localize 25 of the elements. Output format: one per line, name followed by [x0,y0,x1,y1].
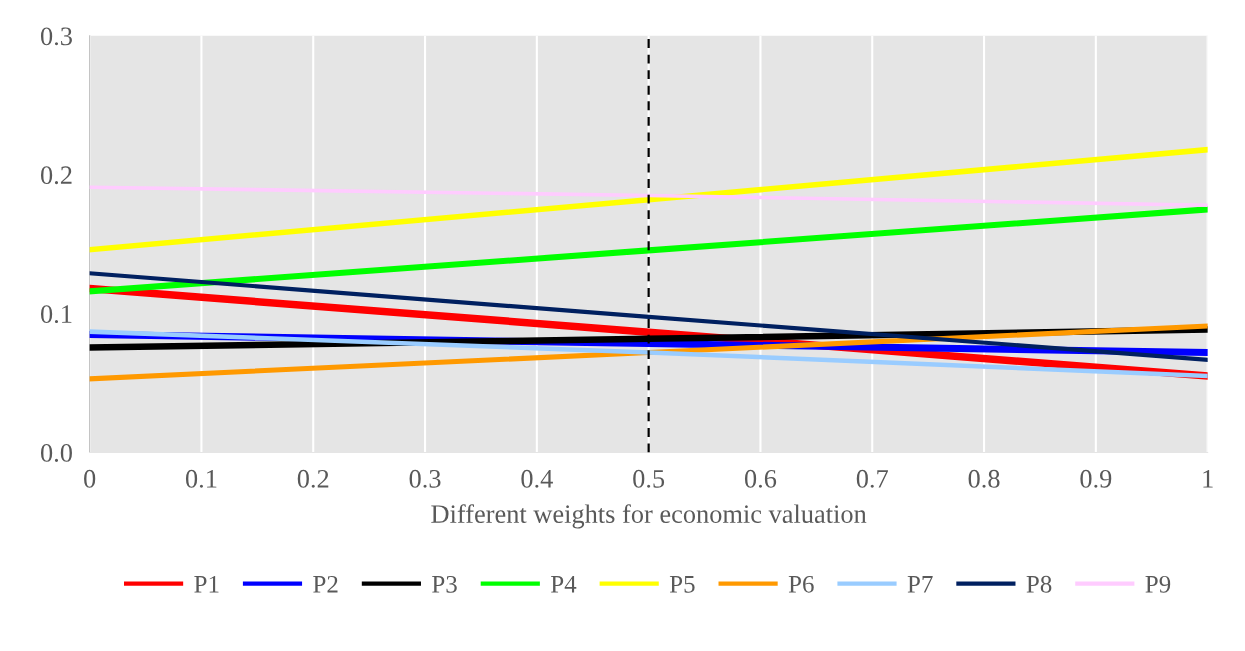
legend-label: P8 [1026,575,1052,593]
x-tick-label: 0.8 [968,469,1000,488]
x-tick-label: 0.5 [633,469,665,488]
legend-label: P3 [432,575,457,593]
x-tick-label: 0.4 [521,469,553,488]
x-tick-label: 0.1 [185,469,217,488]
legend-label: P5 [669,576,695,593]
legend-label: P2 [313,575,338,593]
x-tick-label: 0.7 [856,469,888,488]
y-tick-label: 0.3 [40,27,72,46]
x-tick-label: 0.9 [1080,469,1112,488]
legend-label: P9 [1145,575,1171,593]
y-tick-label: 0.0 [40,444,72,462]
x-tick-label: 0.2 [297,469,329,488]
y-tick-label: 0.1 [40,305,72,324]
x-tick-label: 1 [1203,470,1213,488]
x-tick-label: 0.6 [744,469,777,488]
legend-label: P1 [194,575,219,593]
legend-label: P7 [907,576,933,593]
x-tick-label: 0.3 [409,469,441,488]
legend-label: P4 [551,575,577,593]
y-tick-label: 0.2 [40,166,72,185]
legend-label: P6 [788,575,814,593]
x-tick-label: 0 [84,469,96,488]
x-axis-title: Different weights for economic valuation [431,504,867,529]
